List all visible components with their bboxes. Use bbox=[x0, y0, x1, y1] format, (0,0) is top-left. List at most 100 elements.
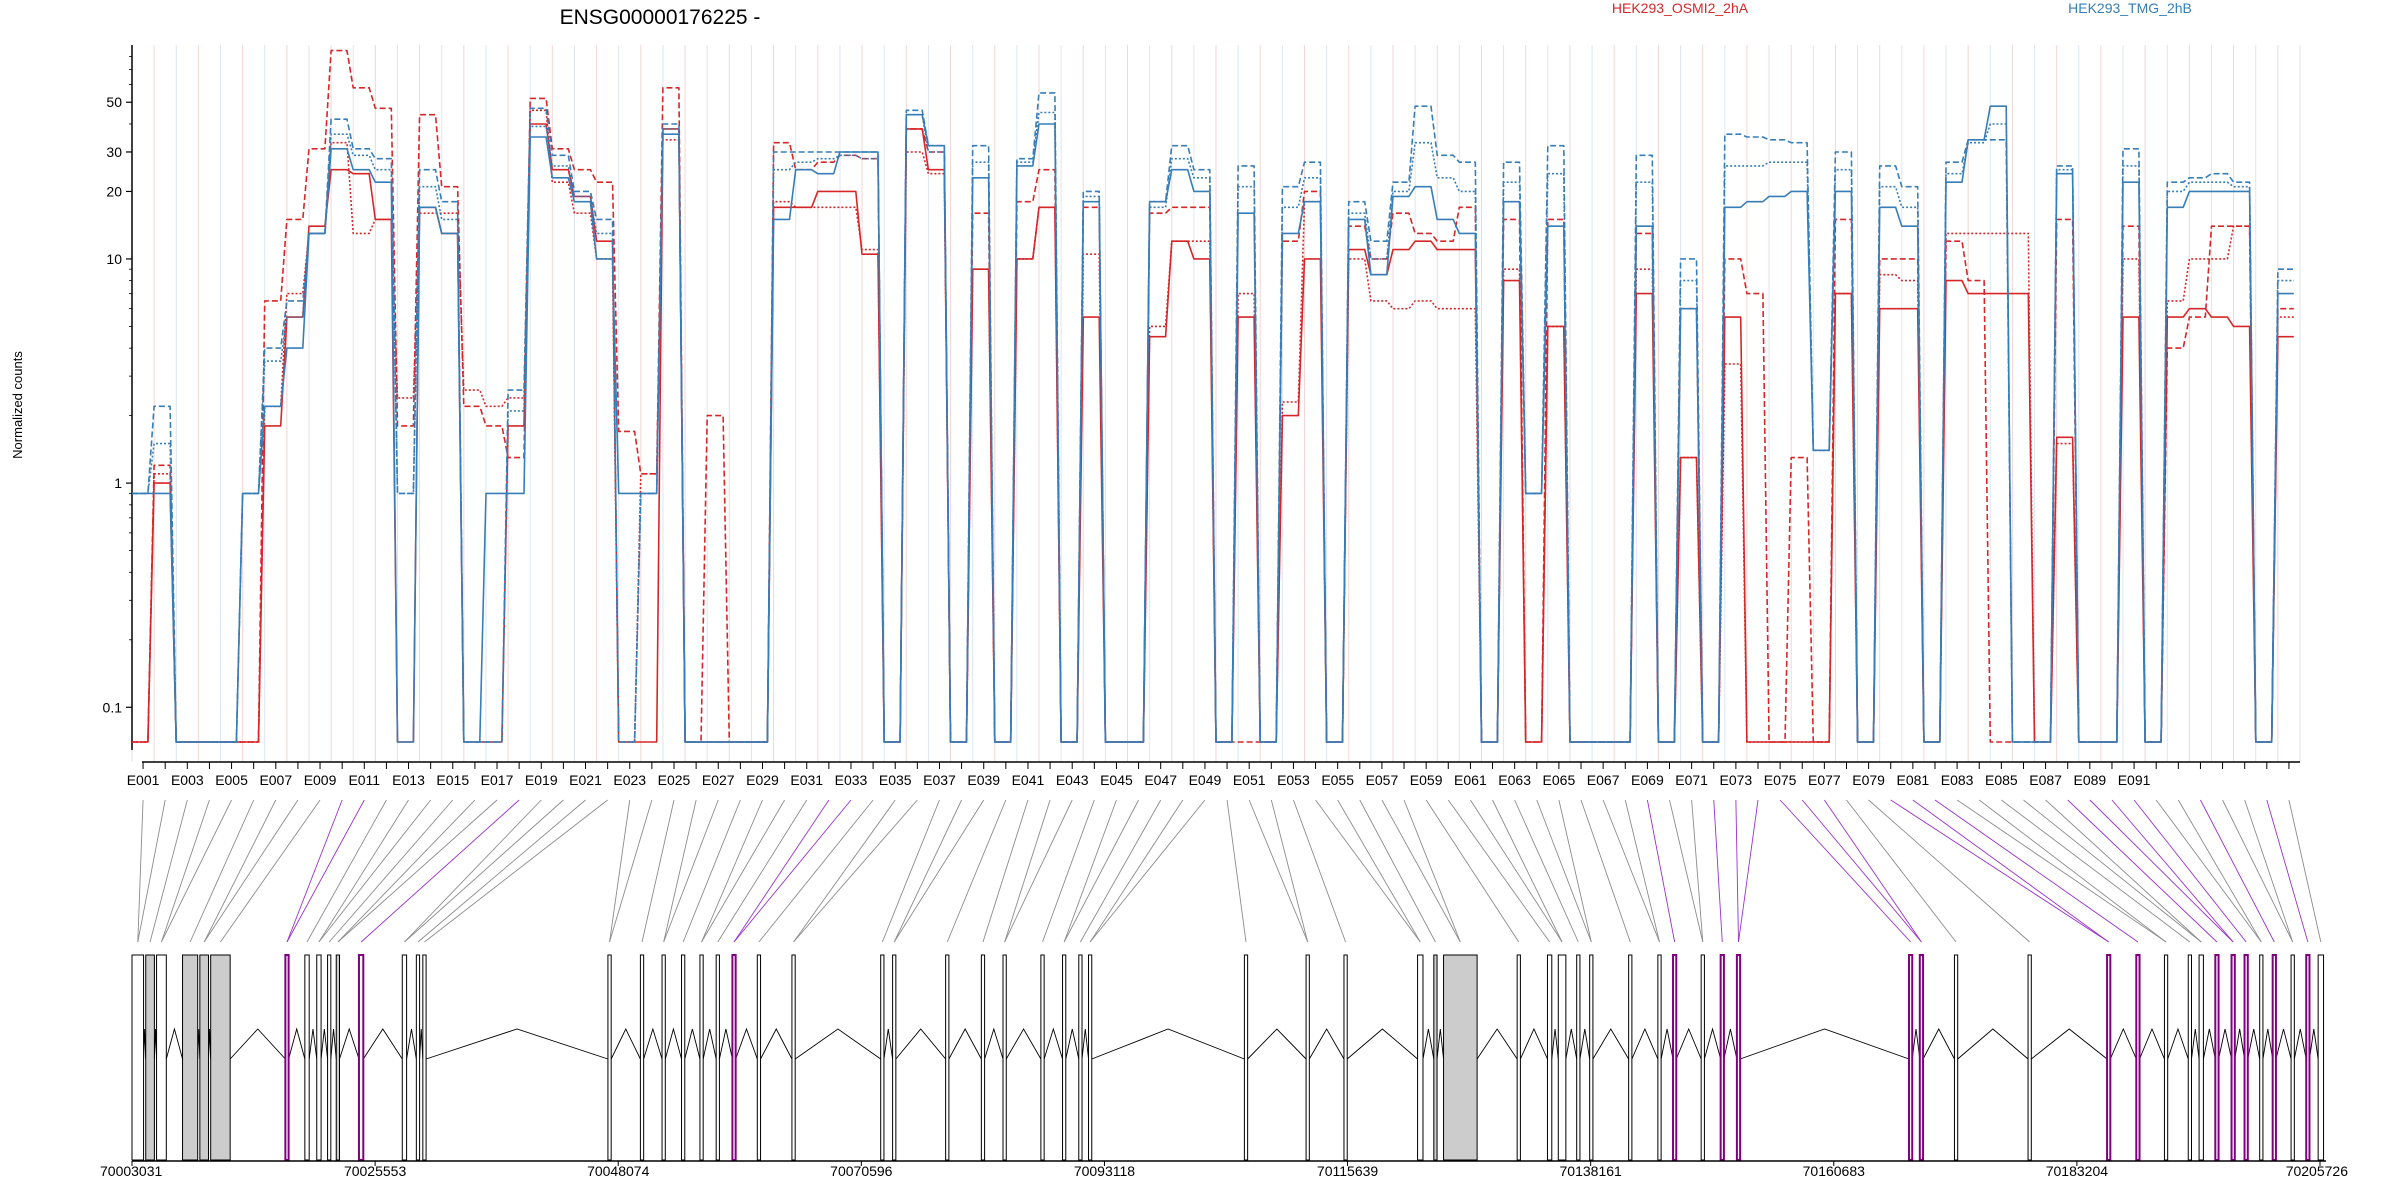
exon-box bbox=[945, 954, 950, 1161]
exon-label: E091 bbox=[2118, 772, 2151, 788]
exon-box bbox=[2106, 954, 2112, 1161]
intron-line bbox=[2262, 1028, 2274, 1060]
exon-connector bbox=[946, 799, 1007, 943]
exon-connector bbox=[1978, 799, 2167, 943]
exon-label: E029 bbox=[746, 772, 779, 788]
intron-line bbox=[2109, 1027, 2137, 1060]
exon-connector bbox=[1315, 799, 1421, 943]
series-line-hek293-tmg-2hb-dashed bbox=[132, 92, 2294, 743]
exon-connector bbox=[682, 799, 741, 943]
exon-box bbox=[2214, 954, 2220, 1161]
exon-connector bbox=[203, 799, 277, 943]
y-axis: 0.1 1 10 20 30 50 bbox=[103, 45, 133, 750]
exon-label: E073 bbox=[1720, 772, 1753, 788]
exon-box bbox=[1657, 954, 1662, 1161]
exon-label: E001 bbox=[127, 772, 160, 788]
exon-label: E009 bbox=[304, 772, 337, 788]
exon-connector bbox=[286, 799, 343, 943]
exon-label: E087 bbox=[2029, 772, 2062, 788]
y-axis-label: Normalized counts bbox=[10, 351, 25, 459]
exon-connector bbox=[2155, 799, 2262, 943]
exon-box bbox=[1576, 954, 1581, 1161]
exon-box bbox=[1088, 954, 1093, 1161]
intron-line bbox=[1422, 1028, 1435, 1060]
exon-connector bbox=[424, 799, 608, 943]
exon-connector bbox=[1912, 799, 2109, 943]
exon-box bbox=[1672, 954, 1678, 1161]
exon-connector bbox=[286, 799, 365, 943]
exon-connector bbox=[2089, 799, 2234, 943]
intron-line bbox=[1565, 1028, 1578, 1060]
intron-line bbox=[1723, 1028, 1738, 1060]
exon-label: E055 bbox=[1321, 772, 1354, 788]
exon-box bbox=[335, 954, 340, 1161]
exon-box bbox=[681, 954, 686, 1161]
intron-line bbox=[1065, 1028, 1080, 1060]
intron-line bbox=[2309, 1028, 2319, 1060]
exon-connector bbox=[1646, 799, 1676, 943]
exon-connector bbox=[1042, 799, 1095, 943]
intron-line bbox=[1592, 1028, 1630, 1060]
intron-line bbox=[610, 1027, 641, 1060]
exon-box bbox=[2290, 954, 2295, 1161]
exon-box bbox=[284, 954, 290, 1161]
exon-label: E071 bbox=[1675, 772, 1708, 788]
exon-label: E025 bbox=[658, 772, 691, 788]
exon-label: E007 bbox=[259, 772, 292, 788]
exon-box bbox=[415, 954, 421, 1161]
exon-connector bbox=[1890, 799, 2109, 943]
exon-box bbox=[1589, 954, 1594, 1161]
exon-connector bbox=[1089, 799, 1206, 943]
intron-line bbox=[330, 1028, 337, 1060]
exon-connector bbox=[2266, 799, 2309, 943]
exon-connector bbox=[1447, 799, 1550, 943]
exon-connector bbox=[1956, 799, 2167, 943]
exon-connector bbox=[1558, 799, 1592, 943]
legend-entry-osmi2: HEK293_OSMI2_2hA bbox=[1612, 0, 1749, 16]
genomic-tick-label: 70093118 bbox=[1074, 1163, 1135, 1179]
exon-box bbox=[1040, 954, 1045, 1161]
exon-box bbox=[2198, 954, 2204, 1161]
exon-box bbox=[2271, 954, 2277, 1161]
exon-box bbox=[1953, 954, 1959, 1161]
exon-connector bbox=[733, 799, 852, 943]
exon-connector bbox=[1080, 799, 1162, 943]
exon-box bbox=[1546, 954, 1553, 1161]
genomic-tick-label: 70205726 bbox=[2286, 1163, 2349, 1179]
exon-connector bbox=[161, 799, 232, 943]
exon-box bbox=[1243, 954, 1249, 1161]
intron-line bbox=[1675, 1027, 1702, 1060]
intron-line bbox=[308, 1028, 318, 1060]
exon-connector bbox=[701, 799, 763, 943]
exon-connector bbox=[2133, 799, 2247, 943]
exon-label: E059 bbox=[1410, 772, 1443, 788]
exon-connector bbox=[1381, 799, 1461, 943]
genomic-tick-label: 70048074 bbox=[587, 1163, 650, 1179]
exon-label: E033 bbox=[835, 772, 868, 788]
intron-line bbox=[165, 1027, 183, 1060]
exon-label: E065 bbox=[1543, 772, 1576, 788]
intron-line bbox=[2234, 1028, 2245, 1060]
exon-box bbox=[1078, 954, 1083, 1161]
exon-box bbox=[1443, 954, 1478, 1161]
intron-line bbox=[2247, 1028, 2261, 1060]
genomic-tick-label: 70160683 bbox=[1803, 1163, 1866, 1179]
exon-box bbox=[145, 954, 155, 1161]
exon-connector bbox=[1691, 799, 1704, 943]
exon-connector bbox=[2222, 799, 2294, 943]
exon-label: E053 bbox=[1277, 772, 1310, 788]
exon-connector bbox=[793, 799, 918, 943]
intron-line bbox=[643, 1027, 663, 1060]
exon-connector bbox=[2200, 799, 2275, 943]
exon-connector bbox=[1270, 799, 1309, 943]
legend-entry-tmg: HEK293_TMG_2hB bbox=[2068, 0, 2192, 16]
intron-line bbox=[760, 1028, 793, 1060]
intron-line bbox=[2031, 1028, 2108, 1060]
exon-box bbox=[2259, 954, 2264, 1161]
intron-line bbox=[362, 1028, 403, 1060]
genomic-tick-label: 70115639 bbox=[1317, 1163, 1378, 1179]
exon-box bbox=[2187, 954, 2192, 1161]
intron-line bbox=[1519, 1027, 1548, 1060]
exon-connector bbox=[2177, 799, 2262, 943]
intron-line bbox=[419, 1028, 424, 1060]
